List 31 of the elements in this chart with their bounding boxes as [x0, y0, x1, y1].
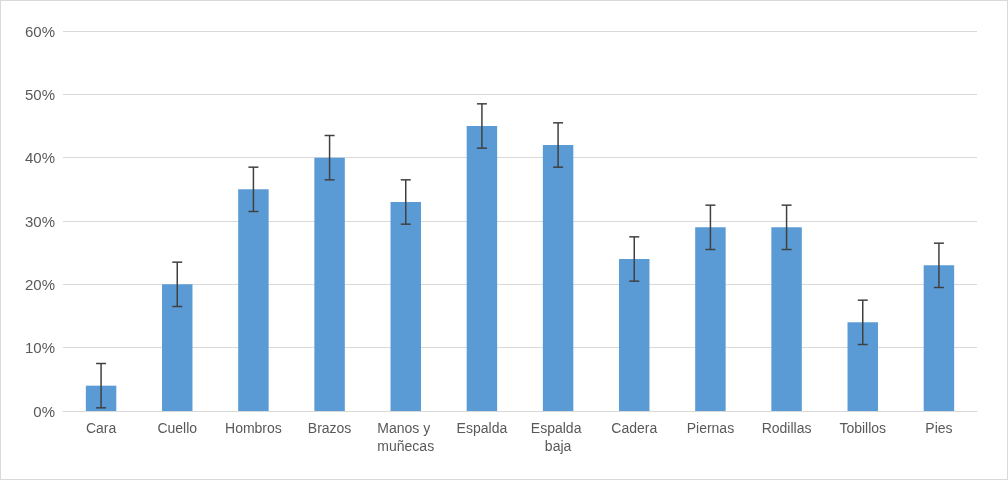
x-tick-label: Rodillas: [761, 420, 812, 436]
x-tick-label: Cuello: [157, 420, 198, 436]
bar: [238, 189, 269, 411]
x-tick-label: Cara: [85, 420, 117, 436]
x-tick-label: Pies: [925, 420, 953, 436]
y-tick-label: 30%: [24, 212, 55, 230]
y-tick-label: 20%: [24, 275, 55, 293]
x-tick-label: Tobillos: [839, 420, 887, 436]
x-tick-label: Espalda: [456, 420, 508, 436]
bar: [542, 145, 574, 411]
bar: [847, 322, 878, 411]
y-tick-label: 40%: [24, 149, 55, 167]
x-tick-label: Manos y muñecas: [377, 420, 435, 454]
x-tick-label: Cadera: [611, 420, 658, 436]
bar: [695, 227, 726, 411]
bar: [390, 202, 421, 411]
x-tick-label: Hombros: [225, 420, 282, 436]
x-tick-label: Espalda baja: [530, 420, 586, 454]
bar: [619, 259, 650, 411]
y-tick-label: 60%: [24, 22, 55, 40]
y-tick-label: 10%: [24, 339, 55, 357]
bar: [85, 385, 117, 411]
x-tick-label: Piernas: [686, 420, 735, 436]
y-tick-label: 50%: [24, 85, 55, 103]
y-tick-label: 0%: [33, 402, 55, 420]
x-tick-label: Brazos: [307, 420, 352, 436]
bar: [771, 227, 802, 411]
bar: [314, 157, 345, 411]
bar: [162, 284, 193, 411]
bar: [923, 265, 955, 411]
bar: [466, 126, 498, 411]
